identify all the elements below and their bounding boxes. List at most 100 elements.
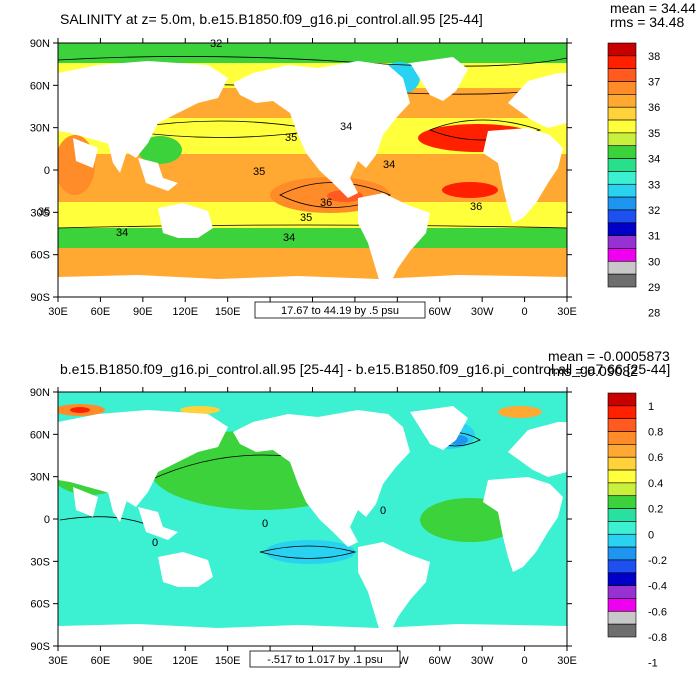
colorbar-swatch xyxy=(607,235,637,249)
colorbar-label: 32 xyxy=(648,205,660,217)
contour-label: 34 xyxy=(340,121,352,133)
contour-label: 34 xyxy=(383,159,395,171)
panel-1-range-box: 17.67 to 44.19 by .5 psu xyxy=(254,301,426,319)
lat-tick-label: 30S xyxy=(30,207,50,219)
colorbar-swatch xyxy=(607,521,637,535)
colorbar-swatch xyxy=(607,261,637,275)
colorbar-swatch xyxy=(607,469,637,484)
colorbar-swatch xyxy=(607,495,637,509)
lon-tick-label: 90E xyxy=(133,655,153,667)
lon-tick-label: 30E xyxy=(557,306,577,318)
colorbar-label: -0.6 xyxy=(648,606,667,618)
colorbar-swatch xyxy=(607,392,637,407)
lon-tick-label: 60E xyxy=(91,306,111,318)
contour-label: 32 xyxy=(210,38,222,50)
panel-1-mean: mean = 34.44 xyxy=(610,0,696,16)
panel-2: b.e15.B1850.f09_g16.pi_control.all.95 [2… xyxy=(30,348,670,670)
colorbar-label: 28 xyxy=(648,308,660,320)
colorbar-swatch xyxy=(607,444,637,458)
panel-1: SALINITY at z= 5.0m, b.e15.B1850.f09_g16… xyxy=(30,0,696,320)
lat-tick-label: 30N xyxy=(30,123,50,135)
colorbar-swatch xyxy=(607,431,637,445)
colorbar-swatch xyxy=(607,585,637,599)
panel-2-mean: mean = -0.0005873 xyxy=(548,348,670,364)
lon-tick-label: 90E xyxy=(133,306,153,318)
contour-label: 35 xyxy=(285,132,297,144)
panel-1-range-label: 17.67 to 44.19 by .5 psu xyxy=(281,305,399,317)
colorbar-label: 36 xyxy=(648,102,660,114)
colorbar-swatch xyxy=(607,94,637,108)
colorbar-swatch xyxy=(607,508,637,522)
panel-1-title: SALINITY at z= 5.0m, b.e15.B1850.f09_g16… xyxy=(60,11,483,27)
panel-2-range-label: -.517 to 1.017 by .1 psu xyxy=(267,654,383,666)
colorbar-swatch xyxy=(607,273,637,288)
lat-tick-label: 60N xyxy=(30,429,50,441)
colorbar-swatch xyxy=(607,81,637,95)
panel-2-map xyxy=(58,392,567,646)
lon-tick-label: 30W xyxy=(471,655,494,667)
colorbar-label: 38 xyxy=(648,51,660,63)
colorbar-label: 31 xyxy=(648,231,660,243)
lat-tick-label: 90S xyxy=(30,641,50,653)
colorbar-label: 0.4 xyxy=(648,478,663,490)
contour-label: 34 xyxy=(116,227,128,239)
contour-label: 35 xyxy=(253,166,265,178)
lon-tick-label: 0 xyxy=(522,655,528,667)
panel-2-title: b.e15.B1850.f09_g16.pi_control.all.95 [2… xyxy=(60,361,670,377)
contour-label: 36 xyxy=(470,201,482,213)
contour-label: 36 xyxy=(320,197,332,209)
colorbar-label: -0.2 xyxy=(648,555,667,567)
colorbar-swatch xyxy=(607,533,637,548)
lon-tick-label: 60E xyxy=(91,655,111,667)
colorbar-label: 0.2 xyxy=(648,504,663,516)
colorbar-swatch xyxy=(607,171,637,185)
colorbar-swatch xyxy=(607,42,637,57)
colorbar-swatch xyxy=(607,405,637,419)
panel-2-range-box: -.517 to 1.017 by .1 psu xyxy=(249,650,401,668)
lon-tick-label: 60W xyxy=(428,306,451,318)
lon-tick-label: 30E xyxy=(557,655,577,667)
colorbar-label: 37 xyxy=(648,77,660,89)
colorbar-swatch xyxy=(607,611,637,625)
colorbar-label: 1 xyxy=(648,401,654,413)
colorbar-swatch xyxy=(607,132,637,147)
colorbar-swatch xyxy=(607,158,637,172)
lon-tick-label: 30E xyxy=(48,306,68,318)
lon-tick-label: 30W xyxy=(471,306,494,318)
colorbar-swatch xyxy=(607,119,637,134)
colorbar-swatch xyxy=(607,55,637,69)
colorbar-swatch xyxy=(607,183,637,198)
lat-tick-label: 60S xyxy=(30,599,50,611)
lon-tick-label: 30E xyxy=(48,655,68,667)
colorbar-label: -1 xyxy=(648,658,658,670)
colorbar-label: 35 xyxy=(648,128,660,140)
lat-tick-label: 30S xyxy=(30,556,50,568)
colorbar-label: 0.8 xyxy=(648,427,663,439)
lat-tick-label: 90N xyxy=(30,387,50,399)
contour-label: 0 xyxy=(262,518,268,530)
panel-2-lat-axis: 90N 60N 30N 0 30S 60S 90S xyxy=(30,387,572,653)
colorbar-swatch xyxy=(607,222,637,236)
lon-tick-label: 120E xyxy=(172,306,198,318)
panel-1-map xyxy=(58,43,567,297)
colorbar-swatch xyxy=(607,106,637,121)
colorbar-label: 30 xyxy=(648,256,660,268)
lon-tick-label: 0 xyxy=(522,306,528,318)
lon-tick-label: 150E xyxy=(215,655,241,667)
colorbar-swatch xyxy=(607,418,637,432)
lat-tick-label: 60S xyxy=(30,250,50,262)
colorbar-swatch xyxy=(607,546,637,561)
colorbar-swatch xyxy=(607,572,637,586)
lon-tick-label: 150E xyxy=(215,306,241,318)
colorbar-swatch xyxy=(607,559,637,574)
panel-2-colorbar: 1 0.8 0.6 0.4 0.2 0 -0.2 -0.4 -0.6 -0.8 -1 xyxy=(607,392,667,670)
contour-label: 35 xyxy=(38,206,50,218)
colorbar-label: -0.4 xyxy=(648,581,667,593)
lat-tick-label: 0 xyxy=(44,514,50,526)
lat-tick-label: 30N xyxy=(30,472,50,484)
lon-tick-label: 120E xyxy=(172,655,198,667)
contour-label: 0 xyxy=(152,537,158,549)
panel-1-colorbar: 38 37 36 35 34 33 32 31 30 29 28 xyxy=(607,42,660,320)
contour-label: 34 xyxy=(283,232,295,244)
